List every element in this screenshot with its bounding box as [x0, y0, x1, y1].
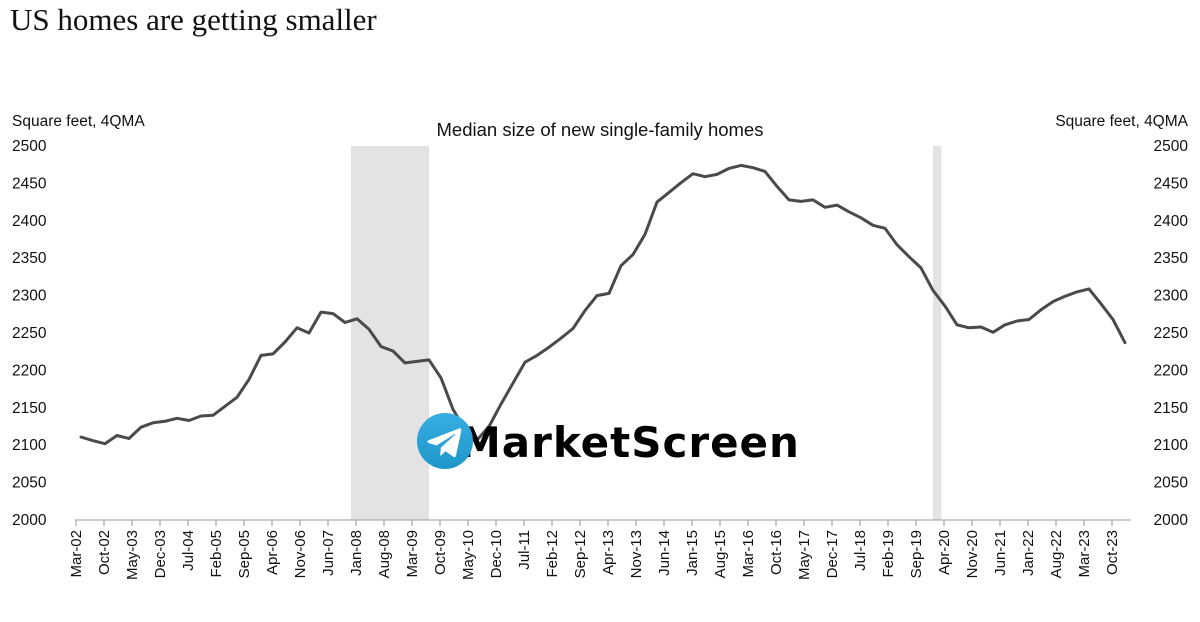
x-tick-label: Oct-02 [96, 530, 113, 575]
x-tick-label: Apr-13 [600, 530, 617, 575]
chart-title: Median size of new single-family homes [437, 119, 764, 140]
y-tick-label-left: 2500 [12, 138, 47, 155]
watermark: @MarketScreen [416, 412, 800, 472]
y-tick-label-left: 2150 [12, 400, 47, 417]
x-tick-label: Aug-22 [1048, 530, 1065, 578]
x-tick-label: Sep-05 [236, 530, 253, 578]
x-tick-label: Feb-05 [208, 530, 225, 578]
y-axis-right: 2000 2050 2100 2150 2200 2250 2300 2350 2400 2450… [1154, 138, 1189, 529]
y-tick-label-left: 2250 [12, 325, 47, 342]
x-tick-label: Jun-21 [992, 530, 1009, 576]
x-tick-label: Dec-17 [824, 530, 841, 578]
x-tick-label: Jul-18 [852, 530, 869, 571]
x-tick-label: Jul-11 [516, 530, 533, 570]
x-tick-label: Mar-16 [740, 530, 757, 578]
x-tick-label: Aug-08 [376, 530, 393, 578]
y-tick-label-left: 2200 [12, 362, 47, 379]
series-line [79, 163, 1127, 446]
x-tick-label: Mar-09 [404, 530, 421, 578]
y-tick-label-left: 2050 [12, 475, 47, 492]
x-tick-label: Dec-10 [488, 530, 505, 578]
x-tick-label: Dec-03 [152, 530, 169, 578]
x-tick-label: May-17 [796, 530, 813, 580]
x-tick-label: Mar-23 [1076, 530, 1093, 578]
y-axis-label-left: Square feet, 4QMA [12, 113, 145, 130]
y-tick-label-left: 2100 [12, 437, 47, 454]
x-tick-label: Feb-12 [544, 530, 561, 578]
x-tick-label: Nov-20 [964, 530, 981, 578]
telegram-icon [417, 413, 473, 469]
x-tick-label: Mar-02 [68, 530, 85, 578]
recession-band-1 [351, 146, 429, 520]
x-tick-label: Sep-12 [572, 530, 589, 578]
y-tick-label-right: 2450 [1154, 175, 1189, 192]
x-tick-label: Nov-13 [628, 530, 645, 578]
x-tick-label: Jun-14 [656, 530, 673, 576]
x-axis: Mar-02 Oct-02 May-03 Dec-03 Jul-04 Feb-05 Sep-… [68, 520, 1121, 580]
y-axis-left: 2000 2050 2100 2150 2200 2250 2300 2350 2400 2450… [12, 138, 47, 529]
y-tick-label-left: 2450 [12, 175, 47, 192]
y-tick-label-right: 2050 [1154, 475, 1189, 492]
y-tick-label-right: 2000 [1154, 512, 1189, 529]
x-tick-label: Jul-04 [180, 530, 197, 571]
y-tick-label-right: 2350 [1154, 250, 1189, 267]
y-tick-label-right: 2250 [1154, 325, 1189, 342]
y-tick-label-right: 2100 [1154, 437, 1189, 454]
x-tick-label: Sep-19 [908, 530, 925, 578]
y-axis-label-right: Square feet, 4QMA [1055, 113, 1188, 130]
x-tick-label: May-10 [460, 530, 477, 580]
y-tick-label-right: 2300 [1154, 288, 1189, 305]
x-tick-label: Aug-15 [712, 530, 729, 578]
y-tick-label-right: 2150 [1154, 400, 1189, 417]
x-tick-label: Oct-09 [432, 530, 449, 575]
x-tick-label: Apr-06 [264, 530, 281, 575]
y-tick-label-left: 2300 [12, 288, 47, 305]
recession-shading [351, 146, 942, 520]
y-tick-label-right: 2400 [1154, 213, 1189, 230]
recession-band-2 [933, 146, 942, 520]
y-tick-label-left: 2000 [12, 512, 47, 529]
y-tick-label-left: 2350 [12, 250, 47, 267]
x-tick-label: May-03 [124, 530, 141, 580]
watermark-handle: @MarketScreen [416, 417, 800, 467]
x-tick-label: Oct-16 [768, 530, 785, 575]
x-tick-label: Jan-22 [1020, 530, 1037, 576]
y-tick-label-right: 2500 [1154, 138, 1189, 155]
x-tick-label: Jan-15 [684, 530, 701, 576]
x-tick-label: Apr-20 [936, 530, 953, 575]
x-tick-label: Nov-06 [292, 530, 309, 578]
y-tick-label-left: 2400 [12, 213, 47, 230]
page-title: US homes are getting smaller [10, 2, 377, 37]
x-tick-label: Feb-19 [880, 530, 897, 578]
y-tick-label-right: 2200 [1154, 362, 1189, 379]
x-tick-label: Jun-07 [320, 530, 337, 576]
x-tick-label: Oct-23 [1104, 530, 1121, 575]
x-tick-label: Jan-08 [348, 530, 365, 576]
